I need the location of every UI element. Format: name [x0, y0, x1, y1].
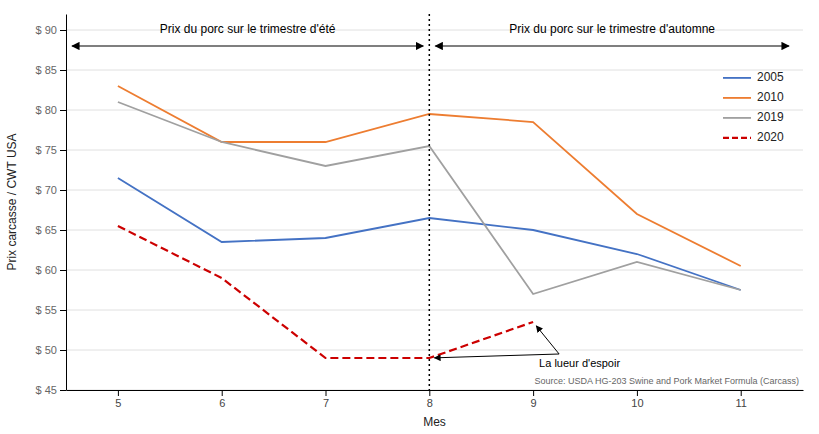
x-tick: 9 — [531, 390, 537, 409]
x-axis: 5 6 7 8 9 10 11 — [67, 390, 804, 409]
y-tick-mark — [60, 30, 66, 31]
grid-line — [66, 110, 803, 111]
legend-swatch — [723, 117, 751, 119]
y-tick-label: $ 90 — [36, 24, 57, 36]
x-tick: 5 — [115, 390, 121, 409]
x-tick-label: 7 — [323, 397, 329, 409]
legend-item: 2019 — [723, 110, 784, 124]
legend-swatch — [723, 97, 751, 99]
y-tick: $ 85 — [36, 64, 66, 76]
plot: 5 6 7 8 9 10 11 $ 45 $ 50 $ 55 $ 60 $ 65 $ 70 $ 75 $ 8… — [5, 14, 804, 429]
x-tick-label: 6 — [219, 397, 225, 409]
x-tick-mark — [429, 390, 430, 396]
x-tick-mark — [326, 390, 327, 396]
grid-line — [66, 270, 803, 271]
y-tick: $ 80 — [36, 104, 66, 116]
legend-item: 2020 — [723, 130, 784, 144]
annotation-text: La lueur d'espoir — [539, 357, 620, 369]
x-tick: 8 — [427, 390, 433, 409]
y-tick: $ 50 — [36, 344, 66, 356]
x-tick-label: 11 — [736, 397, 747, 409]
x-tick-mark — [533, 390, 534, 396]
y-tick: $ 60 — [36, 264, 66, 276]
y-tick-mark — [60, 390, 66, 391]
grid-line — [66, 230, 803, 231]
x-tick-label: 9 — [531, 397, 537, 409]
y-tick-mark — [60, 110, 66, 111]
y-tick-mark — [60, 70, 66, 71]
annotations: Prix du porc sur le trimestre d'été Prix … — [72, 22, 799, 386]
span-label: Prix du porc sur le trimestre d'été — [160, 22, 336, 36]
legend-item: 2005 — [723, 70, 784, 84]
x-axis-title: Mes — [423, 415, 446, 429]
annotation-arrow — [536, 326, 559, 354]
y-tick-mark — [60, 310, 66, 311]
x-tick-mark — [637, 390, 638, 396]
grid-line — [66, 150, 803, 151]
y-tick-label: $ 55 — [36, 304, 57, 316]
y-tick: $ 70 — [36, 184, 66, 196]
grid-line — [66, 190, 803, 191]
legend-label: 2020 — [757, 130, 784, 144]
y-tick-label: $ 45 — [36, 384, 57, 396]
x-tick: 11 — [736, 390, 747, 409]
annotation-arrow — [434, 354, 559, 358]
x-axis-line — [67, 390, 804, 391]
grid-line — [66, 310, 803, 311]
grid-line — [66, 350, 803, 351]
y-tick: $ 75 — [36, 144, 66, 156]
y-tick: $ 55 — [36, 304, 66, 316]
legend-swatch — [723, 137, 751, 139]
grid-line — [66, 70, 803, 71]
grid — [66, 30, 803, 390]
y-tick-mark — [60, 190, 66, 191]
x-tick: 6 — [219, 390, 225, 409]
y-tick: $ 45 — [36, 384, 66, 396]
grid-line — [66, 390, 803, 391]
span-arrow — [435, 45, 789, 46]
y-tick-label: $ 50 — [36, 344, 57, 356]
x-tick: 7 — [323, 390, 329, 409]
source-text: Source: USDA HG-203 Swine and Pork Marke… — [534, 376, 799, 386]
span-label: Prix du porc sur le trimestre d'automne — [509, 22, 715, 36]
y-axis: $ 45 $ 50 $ 55 $ 60 $ 65 $ 70 $ 75 $ 80 $ 85 $ 90 — [36, 15, 67, 397]
y-tick-mark — [60, 230, 66, 231]
y-tick: $ 65 — [36, 224, 66, 236]
x-tick-mark — [118, 390, 119, 396]
legend: 2005 2010 2019 2020 — [723, 70, 784, 144]
y-axis-title: Prix carcasse / CWT USA — [5, 133, 19, 270]
y-tick-label: $ 80 — [36, 104, 57, 116]
marks — [118, 14, 741, 390]
chart: 5 6 7 8 9 10 11 $ 45 $ 50 $ 55 $ 60 $ 65 $ 70 $ 75 $ 8… — [0, 0, 819, 434]
x-tick-mark — [741, 390, 742, 396]
y-tick-mark — [60, 350, 66, 351]
x-tick-label: 10 — [631, 397, 643, 409]
legend-label: 2005 — [757, 70, 784, 84]
x-tick-mark — [222, 390, 223, 396]
y-axis-line — [66, 15, 67, 391]
y-tick-label: $ 60 — [36, 264, 57, 276]
span-arrow — [72, 45, 423, 46]
legend-label: 2019 — [757, 110, 784, 124]
y-tick: $ 90 — [36, 24, 66, 36]
y-tick-label: $ 70 — [36, 184, 57, 196]
x-tick: 10 — [631, 390, 643, 409]
divider-line — [429, 14, 431, 390]
series-line — [118, 226, 533, 358]
y-tick-label: $ 85 — [36, 64, 57, 76]
x-tick-label: 8 — [427, 397, 433, 409]
legend-label: 2010 — [757, 90, 784, 104]
legend-swatch — [723, 77, 751, 79]
y-tick-mark — [60, 270, 66, 271]
y-tick-mark — [60, 150, 66, 151]
legend-item: 2010 — [723, 90, 784, 104]
x-tick-label: 5 — [115, 397, 121, 409]
y-tick-label: $ 75 — [36, 144, 57, 156]
y-tick-label: $ 65 — [36, 224, 57, 236]
